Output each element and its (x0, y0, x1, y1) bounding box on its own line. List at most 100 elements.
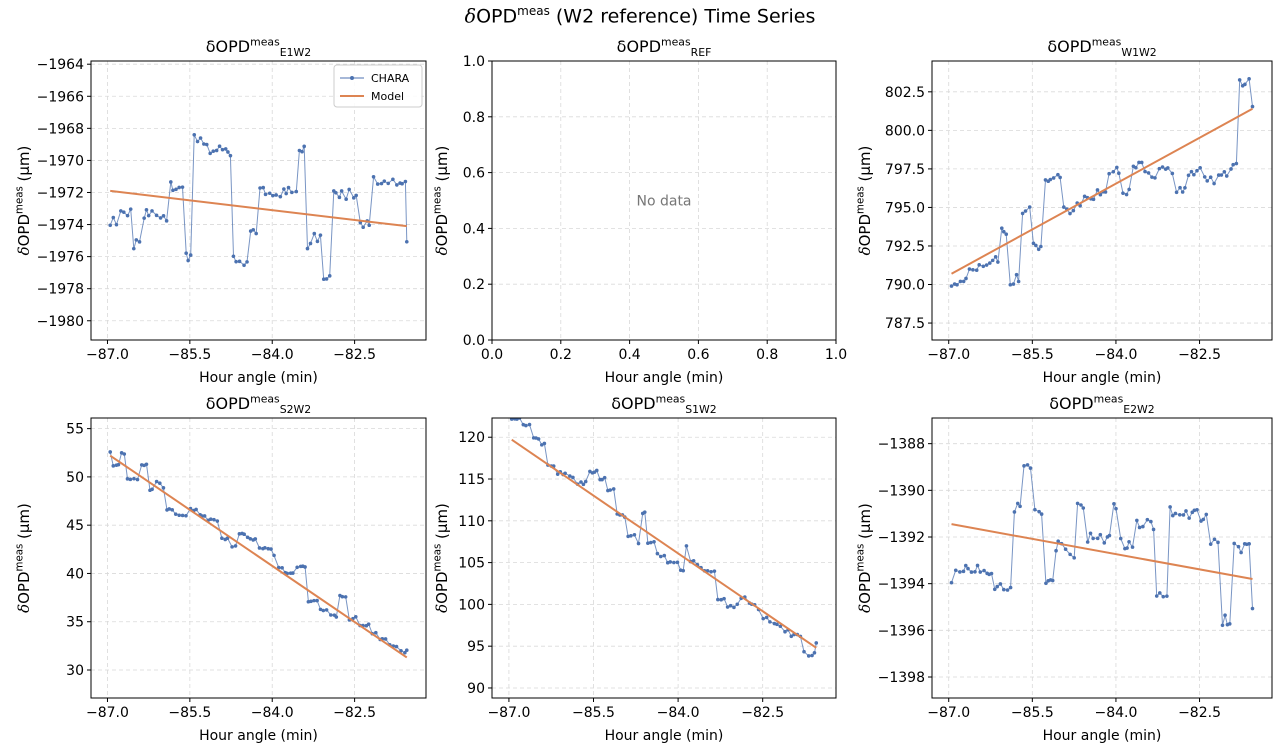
chara-data-point (1180, 190, 1185, 194)
subplot-e1w2: −87.0 −85.5 −84.0 −82.5 −1980 −1978 −1976 −1974… (15, 35, 427, 386)
chara-data-point (672, 560, 676, 565)
chara-data-point (999, 226, 1004, 230)
x-tick-label: −84.0 (1094, 705, 1137, 721)
chara-data-point (963, 563, 968, 568)
chara-data-point (347, 187, 351, 192)
chara-data-point (728, 603, 733, 608)
chara-data-point (290, 190, 294, 195)
x-tick-label: −85.5 (168, 705, 211, 721)
chara-data-point (1168, 505, 1172, 509)
chara-data-point (1186, 173, 1191, 178)
chara-data-point (285, 571, 290, 576)
x-tick-label: 0.0 (481, 347, 503, 363)
chara-data-point (351, 196, 356, 200)
chara-data-point (1111, 169, 1116, 174)
chara-data-point (949, 284, 954, 288)
chara-data-point (1250, 104, 1255, 109)
chara-data-point (1247, 77, 1251, 81)
chara-data-point (646, 541, 650, 545)
chara-data-point (379, 181, 384, 186)
chara-data-point (195, 139, 200, 144)
chara-data-point (1117, 171, 1121, 176)
y-tick-label: 790.0 (885, 278, 925, 294)
chara-data-point (975, 563, 980, 568)
x-tick-label: −82.5 (1178, 347, 1221, 363)
chara-data-point (261, 185, 266, 190)
chara-data-point (132, 476, 136, 481)
chara-data-point (594, 468, 599, 473)
subplot-title: δOPDmeasE2W2 (1049, 392, 1154, 416)
chara-data-point (257, 546, 262, 550)
y-tick-label: 105 (458, 556, 485, 572)
chara-data-point (278, 194, 283, 199)
chara-data-point (1151, 527, 1156, 532)
chara-data-point (977, 263, 982, 267)
axes-frame (491, 417, 837, 699)
x-axis-label: Hour angle (min) (1043, 728, 1162, 744)
chara-data-point (131, 246, 136, 251)
chara-data-point (1183, 185, 1187, 190)
chara-data-point (579, 480, 583, 484)
axes-frame (931, 60, 1273, 341)
grid (932, 61, 1272, 340)
chara-data-point (709, 569, 713, 574)
chara-data-point (1008, 282, 1013, 287)
chara-data-point (184, 513, 188, 518)
chara-data-point (988, 261, 992, 265)
chara-data-point (735, 602, 740, 607)
chara-data-point (404, 240, 409, 244)
chara-data-point (242, 532, 246, 536)
chara-data-point (1112, 501, 1116, 506)
y-tick-label: −1968 (37, 121, 84, 137)
chara-data-point (1143, 169, 1147, 174)
chara-data-point (208, 151, 212, 156)
chara-data-point (1157, 166, 1162, 171)
chara-data-point (1037, 509, 1041, 514)
text-part: δ (433, 604, 451, 613)
y-tick-label: −1396 (878, 623, 925, 639)
chara-series-line (951, 464, 1253, 626)
chara-data-point (154, 479, 159, 484)
chara-data-point (964, 276, 968, 281)
chara-data-point (1222, 170, 1227, 174)
chara-data-point (374, 630, 378, 635)
y-tick-label: 1.0 (463, 54, 485, 70)
y-tick-label: −1980 (37, 314, 84, 330)
chara-data-point (1178, 185, 1182, 190)
text-part: meas (1094, 392, 1124, 405)
x-tick-label: 0.2 (550, 347, 572, 363)
text-part: (μm) (856, 503, 874, 544)
chara-data-point (990, 258, 995, 263)
chara-data-point (1018, 504, 1022, 509)
chara-data-point (1201, 517, 1206, 522)
y-axis-label: δOPDmeas (μm) (856, 146, 874, 256)
chara-data-point (1154, 594, 1159, 598)
y-tick-label: 0.4 (463, 221, 485, 237)
x-tick-label: −84.0 (1094, 347, 1137, 363)
text-part: (μm) (15, 146, 33, 187)
y-tick-label: −1398 (878, 670, 925, 686)
chara-data-point (168, 180, 173, 184)
chara-data-point (215, 519, 220, 523)
chara-data-point (1236, 544, 1241, 549)
chara-data-point (242, 263, 246, 268)
text-part: meas (656, 392, 686, 405)
chara-data-point (269, 547, 273, 551)
text-part: (μm) (856, 146, 874, 187)
chara-data-point (675, 560, 680, 565)
subplot-s1w2: −87.0 −85.5 −84.0 −82.5 90 95 100 105 110 115 120 H… (433, 392, 837, 744)
y-tick-label: 795.0 (885, 200, 925, 216)
x-tick-label: −84.0 (657, 705, 700, 721)
chara-series-line (109, 134, 408, 280)
chara-data-point (263, 545, 267, 550)
chara-data-point (1063, 547, 1068, 552)
text-part: E1W2 (280, 46, 311, 59)
chara-data-point (1243, 82, 1247, 87)
chara-data-point (119, 209, 123, 213)
chara-data-point (996, 260, 1000, 264)
x-tick-label: 0.4 (618, 347, 640, 363)
chara-data-point (403, 179, 408, 184)
y-tick-label: 100 (458, 597, 485, 613)
chara-data-point (150, 209, 154, 213)
chara-data-point (111, 464, 116, 468)
